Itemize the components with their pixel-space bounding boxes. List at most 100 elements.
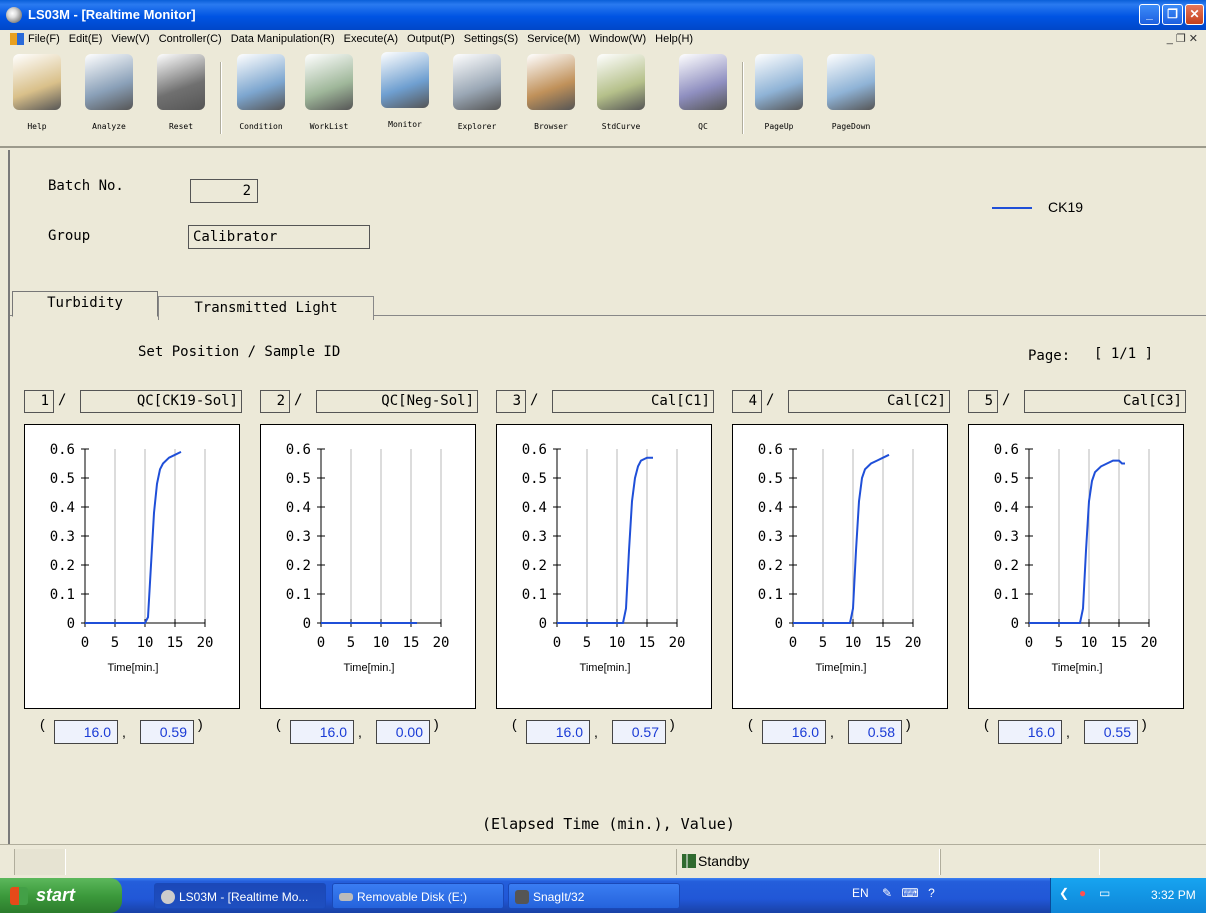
measured-value: 0.00 [376, 720, 430, 744]
y-tick-label: 0 [67, 616, 75, 632]
y-tick-label: 0.5 [522, 471, 547, 487]
sample-id-field: Cal[C1] [552, 390, 714, 413]
toolbar-stdcurve-button[interactable]: StdCurve [592, 52, 650, 144]
clock[interactable]: 3:32 PM [1151, 888, 1196, 902]
chart-svg: 0 0.1 0.2 0.3 0.4 0.5 0.6 0 5 10 15 20 Time[min.] [522, 442, 686, 674]
child-window-icon[interactable] [10, 33, 24, 45]
menu-item[interactable]: View(V) [111, 33, 150, 45]
y-tick-label: 0.3 [994, 529, 1019, 545]
legend-label: CK19 [1048, 199, 1084, 215]
maximize-button[interactable]: ❐ [1162, 4, 1183, 25]
paren-close: ) [434, 716, 439, 732]
minimize-button[interactable]: _ [1139, 4, 1160, 25]
toolbar-label: PageUp [764, 122, 794, 131]
x-tick-label: 0 [317, 635, 325, 651]
antivirus-icon[interactable]: ● [1079, 886, 1087, 900]
x-axis-label: Time[min.] [816, 662, 867, 674]
paren-open: ( [512, 716, 517, 732]
y-tick-label: 0.1 [758, 587, 783, 603]
turbidity-chart-2[interactable]: 0 0.1 0.2 0.3 0.4 0.5 0.6 0 5 10 15 20 Time[min.] [260, 424, 476, 709]
speaker-reset-icon [157, 54, 205, 110]
task-ls03m[interactable]: LS03M - [Realtime Mo... [154, 883, 326, 909]
menu-item[interactable]: Execute(A) [343, 33, 399, 45]
keyboard-icon[interactable]: ⌨ [901, 886, 919, 900]
toolbar-qc-button[interactable]: QC [674, 52, 732, 144]
toolbar-browser-button[interactable]: Browser [522, 52, 580, 144]
toolbar-worklist-button[interactable]: WorkList [300, 52, 358, 144]
elapsed-time-value: 16.0 [290, 720, 354, 744]
start-label: start [36, 885, 76, 905]
turbidity-chart-1[interactable]: 0 0.1 0.2 0.3 0.4 0.5 0.6 0 5 10 15 20 Time[min.] [24, 424, 240, 709]
menu-item[interactable]: Settings(S) [463, 33, 519, 45]
turbidity-chart-5[interactable]: 0 0.1 0.2 0.3 0.4 0.5 0.6 0 5 10 15 20 Time[min.] [968, 424, 1184, 709]
x-tick-label: 5 [819, 635, 827, 651]
menu-item[interactable]: File(F) [28, 33, 60, 45]
condition-sheet-icon [237, 54, 285, 110]
batch-label: Batch No. [48, 178, 124, 194]
menu-item[interactable]: Help(H) [655, 33, 694, 45]
toolbar-condition-button[interactable]: Condition [232, 52, 290, 144]
toolbar-analyze-button[interactable]: Analyze [80, 52, 138, 144]
toolbar-pagedown-button[interactable]: PageDown [822, 52, 880, 144]
y-tick-label: 0.4 [50, 500, 75, 516]
close-button[interactable]: ✕ [1185, 4, 1204, 25]
x-axis-label: Time[min.] [580, 662, 631, 674]
back-arrow-icon[interactable]: ❮ [1059, 886, 1070, 900]
y-tick-label: 0.2 [50, 558, 75, 574]
y-tick-label: 0.3 [522, 529, 547, 545]
menu-item[interactable]: Service(M) [527, 33, 581, 45]
task-removable-disk[interactable]: Removable Disk (E:) [332, 883, 504, 909]
toolbar-monitor-button[interactable]: Monitor [374, 50, 434, 144]
task-snagit[interactable]: SnagIt/32 [508, 883, 680, 909]
menu-item[interactable]: Edit(E) [68, 33, 103, 45]
group-label: Group [48, 228, 91, 244]
monitor-tray-icon[interactable]: ▭ [1099, 886, 1111, 900]
set-position-label: Set Position / Sample ID [138, 344, 341, 360]
x-tick-label: 20 [1141, 635, 1158, 651]
paren-open: ( [748, 716, 753, 732]
measured-value: 0.57 [612, 720, 666, 744]
x-tick-label: 5 [1055, 635, 1063, 651]
language-indicator[interactable]: EN [852, 886, 869, 900]
tab-turbidity[interactable]: Turbidity [12, 291, 158, 317]
toolbar-help-button[interactable]: Help [8, 52, 66, 144]
menu-item[interactable]: Window(W) [589, 33, 647, 45]
readout-2: (16.0, 0.00) [274, 716, 474, 746]
browser-chart-icon [527, 54, 575, 110]
y-tick-label: 0.3 [286, 529, 311, 545]
menu-item[interactable]: Output(P) [407, 33, 455, 45]
paren-close: ) [1142, 716, 1147, 732]
tray-icons: EN ✎ ⌨ ? [852, 886, 935, 900]
start-button[interactable]: start [0, 878, 122, 913]
turbidity-chart-4[interactable]: 0 0.1 0.2 0.3 0.4 0.5 0.6 0 5 10 15 20 Time[min.] [732, 424, 948, 709]
readout-5: (16.0, 0.55) [982, 716, 1182, 746]
task-label: Removable Disk (E:) [357, 890, 468, 904]
menu-item[interactable]: Data Manipulation(R) [230, 33, 335, 45]
paren-close: ) [906, 716, 911, 732]
y-tick-label: 0.5 [50, 471, 75, 487]
x-tick-label: 10 [1081, 635, 1098, 651]
x-axis-label: Time[min.] [108, 662, 159, 674]
toolbar-label: Browser [534, 122, 568, 131]
set-position-number: 1 [24, 390, 54, 413]
turbidity-chart-3[interactable]: 0 0.1 0.2 0.3 0.4 0.5 0.6 0 5 10 15 20 Time[min.] [496, 424, 712, 709]
menu-item[interactable]: Controller(C) [158, 33, 222, 45]
toolbar-explorer-button[interactable]: Explorer [448, 52, 506, 144]
sample-id-field: QC[Neg-Sol] [316, 390, 478, 413]
toolbar-pageup-button[interactable]: PageUp [750, 52, 808, 144]
tab-transmitted-light[interactable]: Transmitted Light [158, 296, 374, 320]
x-tick-label: 0 [81, 635, 89, 651]
pen-icon[interactable]: ✎ [882, 886, 893, 900]
x-tick-label: 0 [1025, 635, 1033, 651]
child-window-controls[interactable]: _ ❐ ✕ [1166, 33, 1198, 45]
measured-value: 0.55 [1084, 720, 1138, 744]
x-tick-label: 0 [789, 635, 797, 651]
toolbar-label: Monitor [388, 120, 422, 129]
drive-icon [339, 893, 353, 901]
toolbar-reset-button[interactable]: Reset [152, 52, 210, 144]
sample-id-field: Cal[C3] [1024, 390, 1186, 413]
app-icon[interactable] [6, 7, 22, 23]
title-bar[interactable]: LS03M - [Realtime Monitor] _ ❐ ✕ [0, 0, 1206, 30]
help-icon[interactable]: ? [928, 886, 935, 900]
sample-id-field: QC[CK19-Sol] [80, 390, 242, 413]
